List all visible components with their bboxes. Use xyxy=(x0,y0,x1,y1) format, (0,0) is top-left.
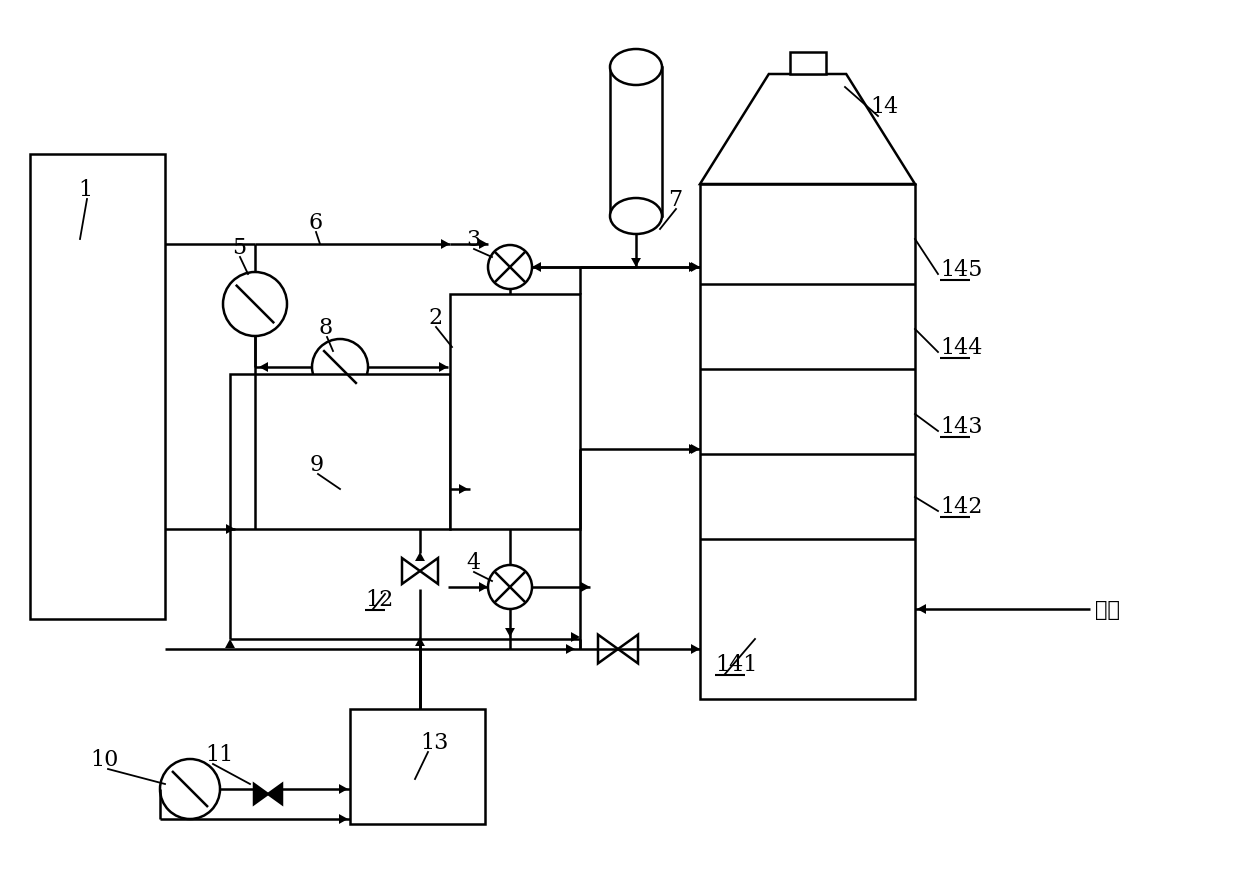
Text: 3: 3 xyxy=(466,229,480,250)
Polygon shape xyxy=(226,525,236,535)
Polygon shape xyxy=(565,645,575,654)
Bar xyxy=(30,155,165,620)
Polygon shape xyxy=(224,639,234,648)
Circle shape xyxy=(489,565,532,610)
Text: 144: 144 xyxy=(940,337,982,358)
Circle shape xyxy=(160,759,219,819)
Text: 1: 1 xyxy=(78,179,92,201)
Polygon shape xyxy=(268,784,281,805)
Polygon shape xyxy=(631,258,641,267)
Ellipse shape xyxy=(610,198,662,235)
Ellipse shape xyxy=(610,50,662,86)
Polygon shape xyxy=(479,582,489,593)
Polygon shape xyxy=(691,645,701,654)
Bar xyxy=(350,709,485,824)
Bar xyxy=(229,375,450,529)
Text: 9: 9 xyxy=(310,453,324,476)
Bar xyxy=(450,295,580,529)
Circle shape xyxy=(489,246,532,290)
Text: 7: 7 xyxy=(668,189,682,211)
Polygon shape xyxy=(532,263,541,273)
Text: 烟气: 烟气 xyxy=(1095,599,1120,620)
Polygon shape xyxy=(339,814,348,824)
Text: 142: 142 xyxy=(940,495,982,518)
Polygon shape xyxy=(691,444,701,454)
Polygon shape xyxy=(254,784,268,805)
Bar xyxy=(790,53,826,75)
Text: 11: 11 xyxy=(205,743,233,765)
Polygon shape xyxy=(439,363,448,373)
Polygon shape xyxy=(505,628,515,637)
Bar xyxy=(610,68,662,216)
Bar xyxy=(701,185,915,699)
Text: 10: 10 xyxy=(91,748,118,770)
Polygon shape xyxy=(339,784,348,794)
Polygon shape xyxy=(259,363,268,373)
Text: 143: 143 xyxy=(940,416,982,437)
Polygon shape xyxy=(918,604,926,614)
Text: 6: 6 xyxy=(308,212,322,233)
Polygon shape xyxy=(689,263,698,273)
Circle shape xyxy=(223,273,286,337)
Text: 145: 145 xyxy=(940,258,982,281)
Polygon shape xyxy=(415,637,425,646)
Text: 5: 5 xyxy=(232,237,246,258)
Text: 4: 4 xyxy=(466,552,480,573)
Text: 141: 141 xyxy=(715,654,758,675)
Polygon shape xyxy=(479,240,489,249)
Text: 13: 13 xyxy=(420,731,449,753)
Polygon shape xyxy=(582,582,590,593)
Polygon shape xyxy=(441,240,450,249)
Polygon shape xyxy=(415,552,425,561)
Text: 2: 2 xyxy=(428,307,443,329)
Text: 8: 8 xyxy=(317,316,332,339)
Text: 12: 12 xyxy=(365,588,393,611)
Polygon shape xyxy=(689,444,698,454)
Polygon shape xyxy=(691,263,701,273)
Polygon shape xyxy=(459,485,467,494)
Polygon shape xyxy=(570,632,580,642)
Circle shape xyxy=(312,340,368,395)
Text: 14: 14 xyxy=(870,96,898,118)
